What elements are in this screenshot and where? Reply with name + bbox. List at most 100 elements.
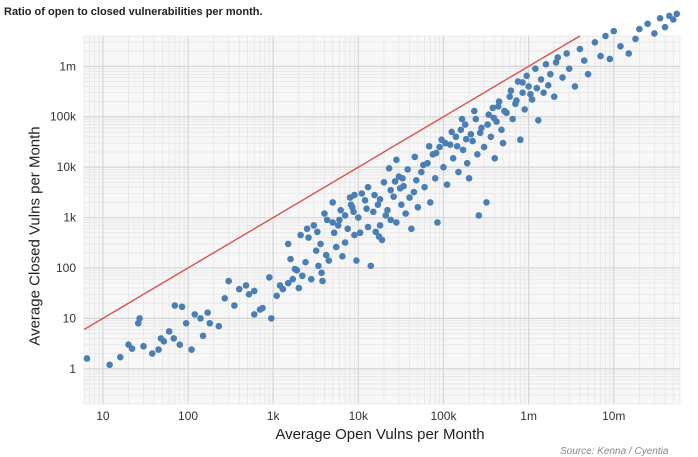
data-point: [632, 35, 639, 43]
data-point: [363, 205, 370, 212]
data-point: [411, 153, 419, 161]
data-point: [273, 292, 280, 300]
data-point: [305, 234, 312, 241]
data-point: [310, 222, 318, 229]
data-point: [414, 203, 422, 211]
data-point: [376, 222, 384, 229]
data-point: [484, 121, 491, 128]
data-point: [315, 262, 322, 270]
data-point: [513, 97, 520, 104]
data-point: [393, 156, 400, 164]
data-point: [361, 196, 369, 204]
data-point: [318, 269, 325, 277]
data-point: [449, 154, 457, 162]
data-point: [565, 65, 573, 72]
data-point: [165, 328, 173, 335]
y-tick-label: 10k: [57, 160, 77, 174]
data-point: [191, 311, 199, 318]
data-point: [367, 262, 375, 270]
data-point: [297, 231, 304, 239]
data-point: [325, 257, 333, 264]
data-point: [265, 274, 273, 281]
data-point: [199, 332, 207, 340]
data-point: [287, 255, 294, 263]
data-point: [293, 266, 301, 274]
data-point: [462, 135, 470, 143]
data-point: [426, 199, 434, 206]
data-point: [182, 319, 190, 327]
data-point: [580, 57, 588, 64]
data-point: [136, 315, 143, 322]
data-point: [188, 346, 195, 353]
data-point: [636, 25, 643, 33]
data-point: [391, 178, 399, 185]
data-point: [491, 154, 499, 162]
data-point: [489, 104, 497, 112]
data-point: [302, 258, 309, 266]
data-point: [322, 251, 330, 259]
data-point: [242, 282, 250, 289]
data-point: [487, 133, 495, 141]
data-point: [351, 231, 358, 239]
data-point: [480, 143, 488, 151]
data-point: [597, 52, 604, 60]
data-point: [155, 346, 162, 353]
x-tick-label: 10k: [349, 409, 369, 423]
data-point: [245, 291, 253, 298]
data-point: [420, 161, 427, 169]
x-tick-label: 1k: [267, 409, 281, 423]
data-point: [299, 272, 306, 280]
data-point: [351, 191, 358, 199]
data-point: [387, 186, 394, 194]
data-point: [606, 55, 614, 63]
data-point: [225, 277, 232, 285]
data-point: [356, 229, 364, 237]
data-point: [276, 282, 284, 289]
data-point: [434, 219, 441, 226]
data-point: [83, 355, 91, 362]
data-point: [457, 126, 465, 134]
y-axis-label: Average Closed Vulns per Month: [26, 126, 44, 346]
data-point: [532, 65, 539, 72]
data-point: [170, 335, 178, 342]
data-point: [525, 83, 532, 90]
data-point: [319, 277, 326, 285]
data-point: [661, 23, 669, 31]
data-point: [355, 214, 362, 221]
data-point: [312, 247, 320, 255]
data-point: [571, 83, 579, 90]
data-point: [470, 107, 478, 115]
data-point: [625, 50, 633, 57]
x-tick-label: 100: [178, 409, 198, 423]
data-point: [501, 107, 508, 115]
data-point: [374, 201, 382, 208]
data-point: [329, 199, 336, 206]
data-point: [382, 212, 390, 219]
data-point: [178, 303, 186, 311]
data-point: [507, 87, 515, 94]
data-point: [550, 93, 558, 100]
data-point: [334, 222, 342, 229]
data-point: [250, 287, 258, 295]
data-point: [410, 188, 418, 196]
data-point: [406, 194, 413, 201]
data-point: [467, 130, 475, 138]
data-point: [259, 304, 266, 312]
x-tick-label: 10m: [602, 409, 625, 423]
x-tick-label: 100k: [430, 409, 457, 423]
x-axis-label: Average Open Vulns per Month: [275, 426, 485, 443]
data-point: [563, 50, 570, 57]
data-point: [465, 175, 473, 182]
data-point: [517, 136, 524, 144]
data-point: [443, 181, 451, 188]
data-point: [413, 176, 420, 184]
source-note: Source: Kenna / Cyentia: [560, 446, 669, 457]
data-point: [353, 257, 360, 264]
data-point: [344, 225, 351, 233]
data-point: [317, 240, 324, 248]
data-point: [547, 70, 554, 78]
data-point: [387, 216, 394, 224]
data-point: [533, 84, 541, 92]
data-point: [485, 111, 493, 118]
data-point: [519, 79, 526, 86]
